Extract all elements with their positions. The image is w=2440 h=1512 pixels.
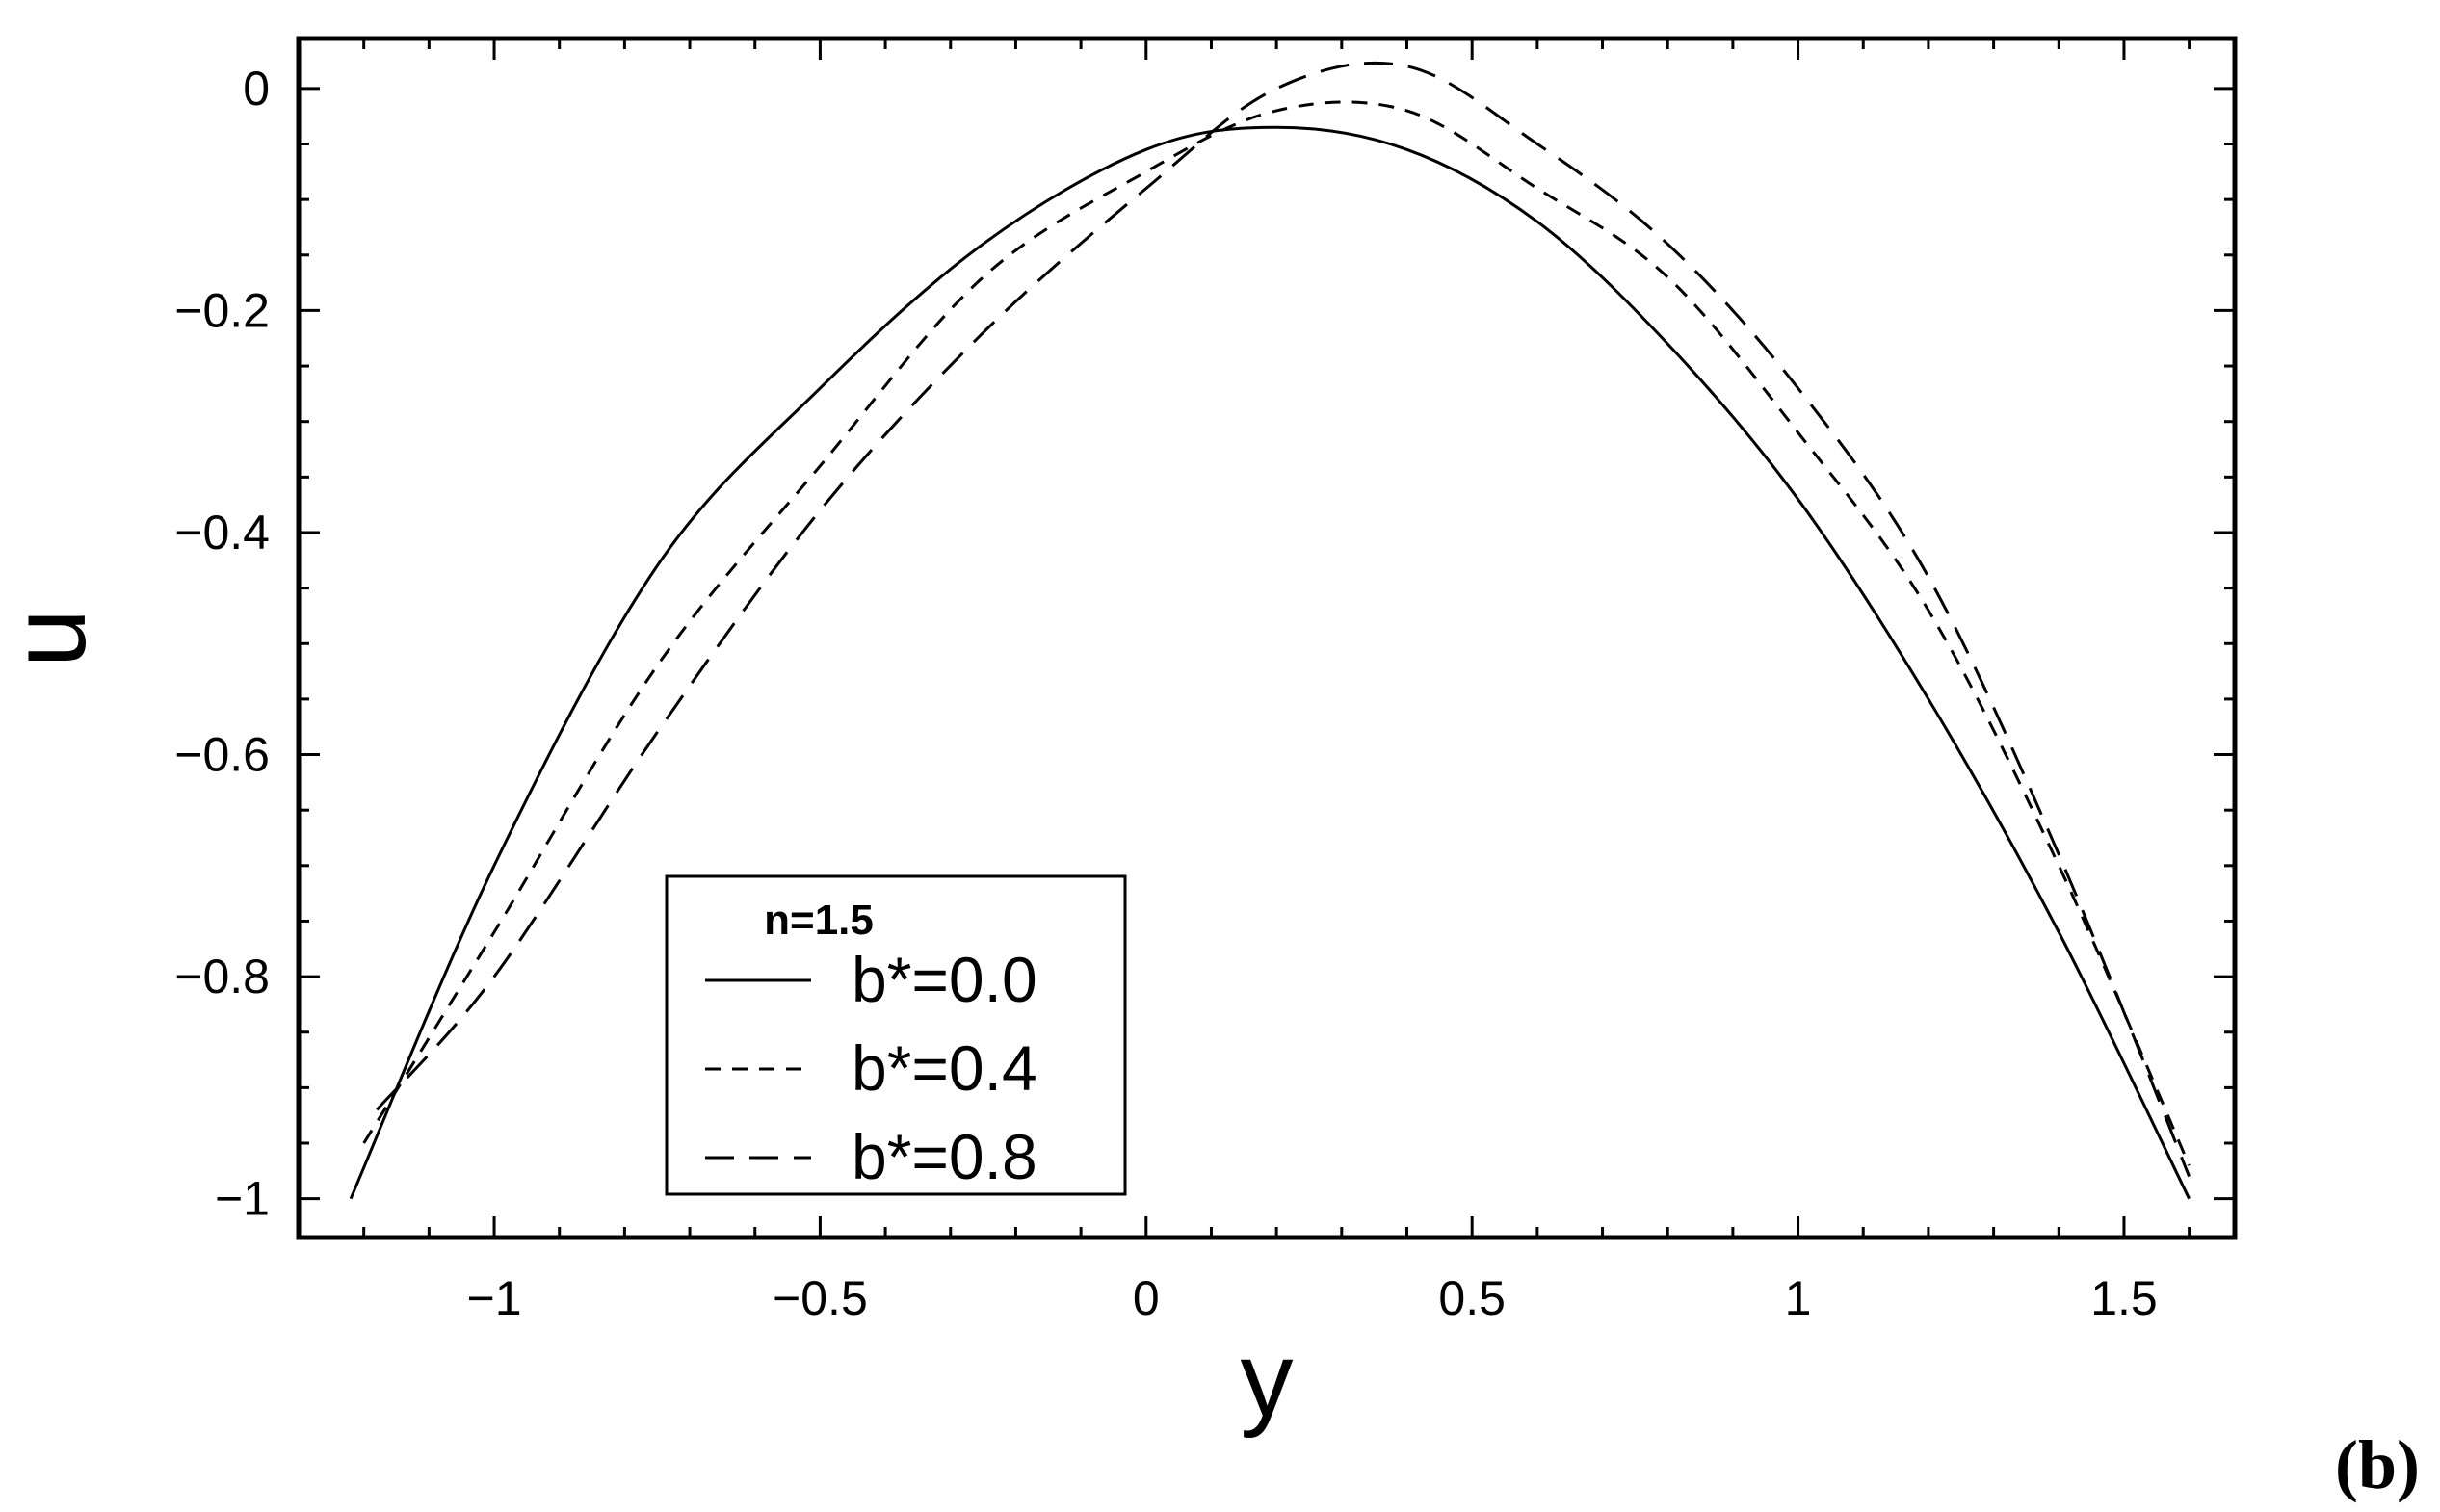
y-tick-label: −0.4: [174, 506, 270, 560]
x-tick-label: −0.5: [773, 1271, 868, 1325]
series-lines: [349, 61, 2191, 1200]
legend-box: [665, 874, 1127, 1196]
plot-frame: [296, 36, 2238, 1240]
series-line-0: [349, 125, 2191, 1200]
y-tick-label: −0.8: [174, 950, 270, 1004]
legend-entry-b0: b*=0.0: [852, 944, 1037, 1015]
x-axis-ticks: −1 −0.5 0 0.5 1 1.5: [297, 39, 2191, 1325]
y-tick-label: −0.6: [174, 728, 270, 782]
legend-entry-b08: b*=0.8: [852, 1121, 1037, 1192]
x-tick-label: 1: [1785, 1271, 1812, 1325]
panel-label: (b): [2335, 1426, 2420, 1503]
y-axis-label: u: [0, 609, 108, 667]
x-tick-label: −1: [467, 1271, 522, 1325]
x-tick-label: 0: [1133, 1271, 1160, 1325]
x-tick-label: 0.5: [1438, 1271, 1506, 1325]
x-tick-label: 1.5: [2090, 1271, 2158, 1325]
y-tick-label: −0.2: [174, 283, 270, 337]
y-tick-label: −1: [215, 1172, 270, 1226]
series-line-2: [376, 61, 2191, 1178]
legend-entry-b04: b*=0.4: [852, 1032, 1037, 1104]
legend: n=1.5 b*=0.0 b*=0.4 b*=0.8: [665, 874, 1127, 1196]
x-axis-label: y: [1241, 1320, 1294, 1439]
y-axis-ticks: 0 −0.2 −0.4 −0.6 −0.8 −1: [174, 62, 2235, 1226]
legend-title: n=1.5: [764, 897, 874, 944]
y-tick-label: 0: [243, 62, 270, 116]
series-line-1: [362, 100, 2191, 1166]
